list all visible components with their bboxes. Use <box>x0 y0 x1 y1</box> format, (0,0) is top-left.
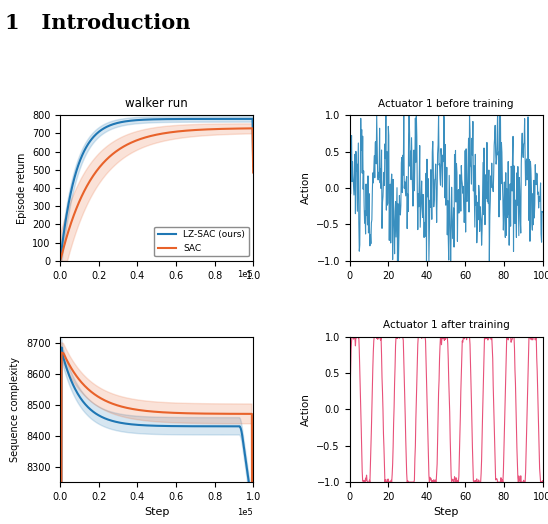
SAC <box>57 257 64 263</box>
Y-axis label: Episode return: Episode return <box>16 152 26 224</box>
SAC <box>249 125 256 132</box>
SAC <box>220 126 226 132</box>
SAC <box>171 129 178 135</box>
LZ-SAC (ours) <box>220 116 226 122</box>
Text: 1e5: 1e5 <box>237 508 253 517</box>
Text: 1e5: 1e5 <box>237 269 253 279</box>
LZ-SAC (ours) <box>172 116 179 122</box>
LZ-SAC (ours) <box>57 256 64 262</box>
SAC <box>232 125 238 132</box>
LZ-SAC (ours) <box>249 116 256 122</box>
LZ-SAC (ours) <box>171 116 178 122</box>
Line: SAC: SAC <box>60 128 253 260</box>
LZ-SAC (ours) <box>250 163 256 169</box>
LZ-SAC (ours) <box>175 116 181 122</box>
Y-axis label: Action: Action <box>301 172 311 204</box>
SAC <box>58 255 64 261</box>
LZ-SAC (ours) <box>58 252 64 258</box>
Legend: LZ-SAC (ours), SAC: LZ-SAC (ours), SAC <box>155 226 249 256</box>
Title: Actuator 1 after training: Actuator 1 after training <box>383 320 510 330</box>
Title: Actuator 1 before training: Actuator 1 before training <box>378 99 514 109</box>
SAC <box>250 169 256 176</box>
Text: 1   Introduction: 1 Introduction <box>5 13 191 33</box>
X-axis label: Step: Step <box>144 507 169 517</box>
Line: LZ-SAC (ours): LZ-SAC (ours) <box>60 119 253 259</box>
Y-axis label: Sequence complexity: Sequence complexity <box>10 357 20 462</box>
SAC <box>172 128 179 135</box>
Title: walker run: walker run <box>125 97 188 110</box>
X-axis label: Step: Step <box>433 507 459 517</box>
SAC <box>175 128 181 135</box>
LZ-SAC (ours) <box>232 116 238 122</box>
Y-axis label: Action: Action <box>301 393 311 425</box>
